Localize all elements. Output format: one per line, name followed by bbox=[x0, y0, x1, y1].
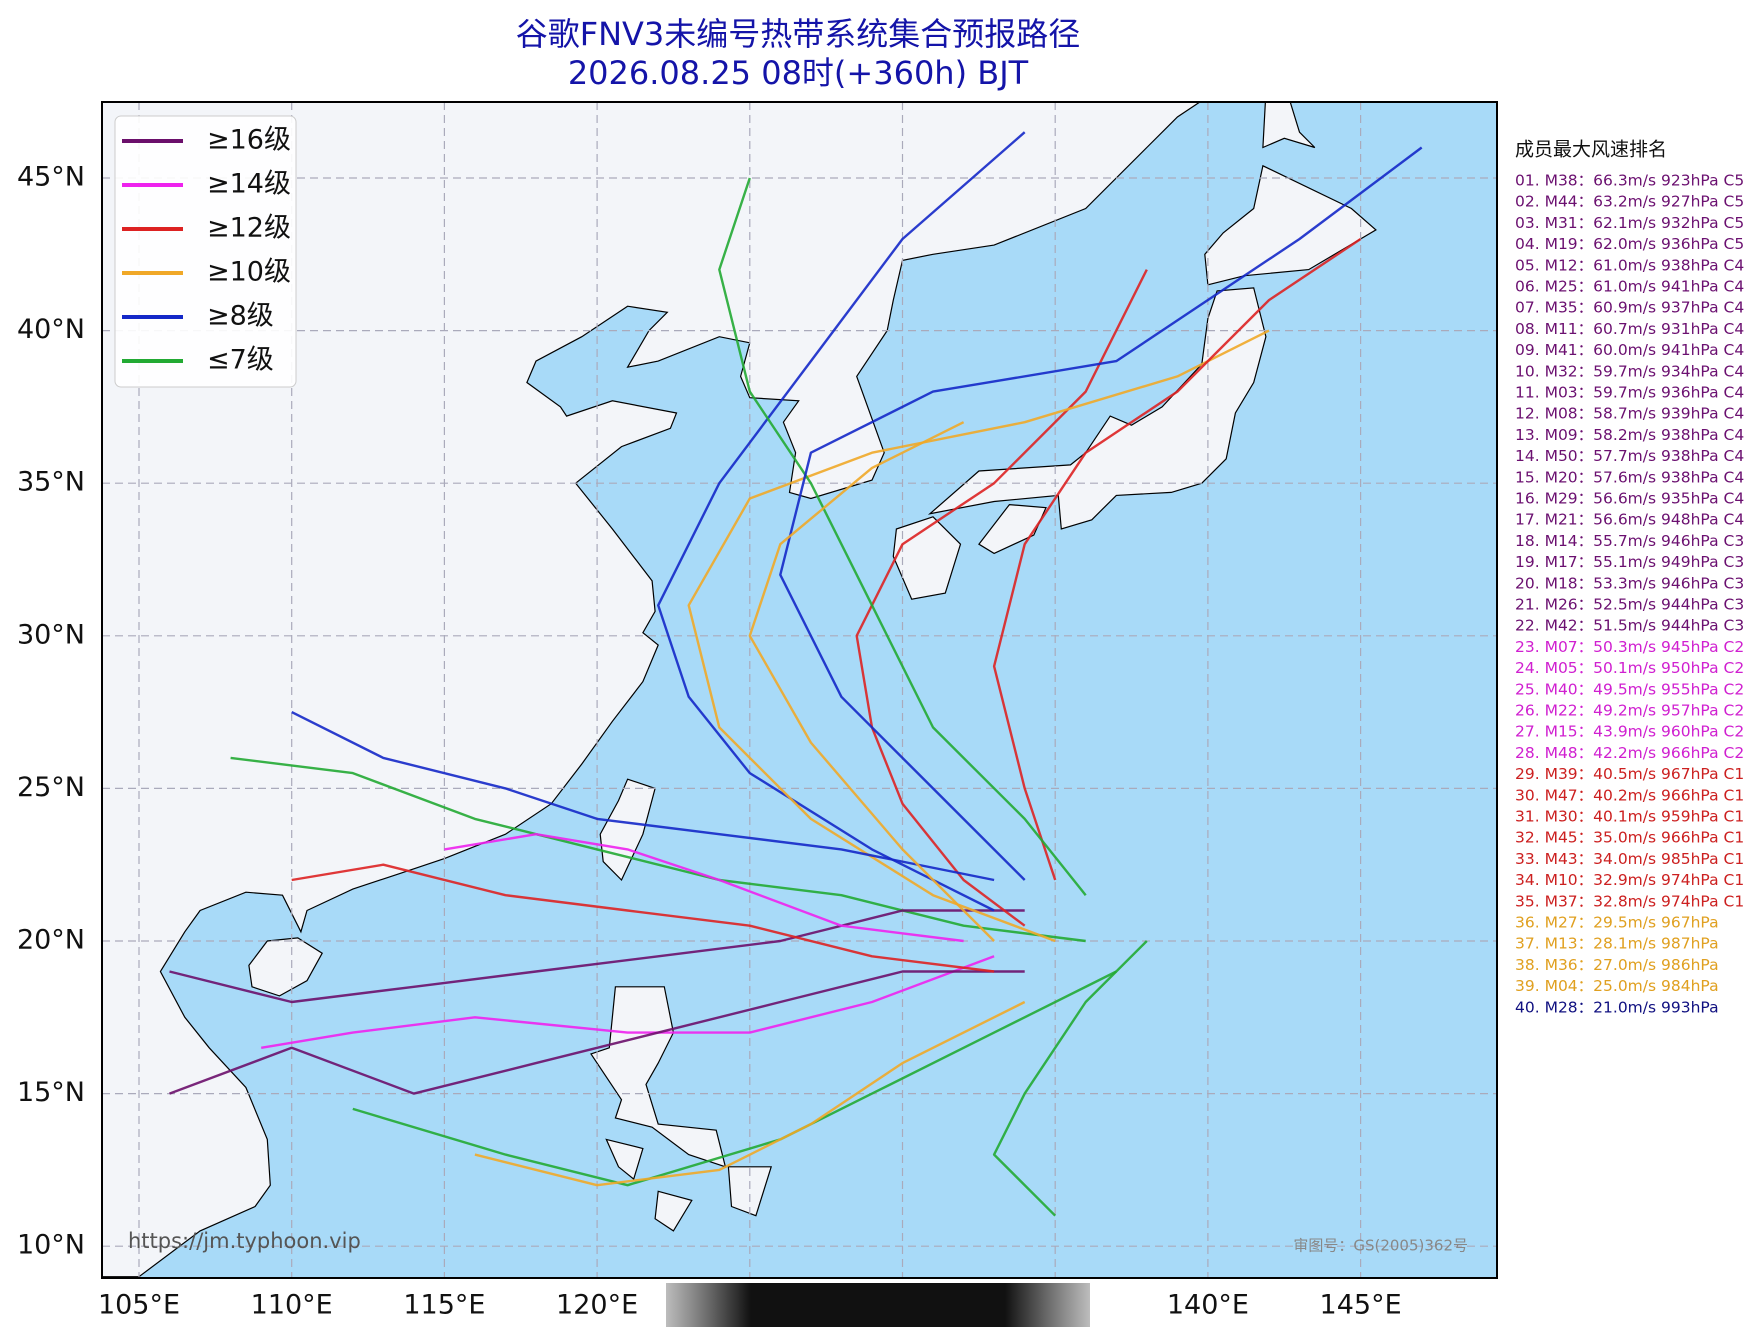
title: 谷歌FNV3未编号热带系统集合预报路径 bbox=[516, 15, 1081, 53]
legend-label: ≤7级 bbox=[207, 345, 274, 376]
track bbox=[779, 146, 1423, 881]
ranking-entry: 25. M40：49.5m/s 955hPa C2 bbox=[1515, 680, 1744, 698]
landmass bbox=[727, 1166, 773, 1217]
lon-label: 105°E bbox=[98, 1290, 180, 1321]
ranking-entry: 26. M22：49.2m/s 957hPa C2 bbox=[1515, 702, 1744, 720]
track bbox=[261, 955, 995, 1049]
ranking: 成员最大风速排名 01. M38：66.3m/s 923hPa C5 02. M4… bbox=[1515, 139, 1744, 1017]
ranking-entry: 09. M41：60.0m/s 941hPa C4 bbox=[1515, 341, 1744, 359]
track bbox=[992, 940, 1148, 1217]
landmass bbox=[1262, 102, 1316, 149]
ranking-entry: 10. M32：59.7m/s 934hPa C4 bbox=[1515, 362, 1744, 380]
lon-label: 145°E bbox=[1320, 1290, 1402, 1321]
ranking-entry: 23. M07：50.3m/s 945hPa C2 bbox=[1515, 638, 1744, 656]
lon-label: 120°E bbox=[556, 1290, 638, 1321]
map: https://jm.typhoon.vip 审图号：GS(2005)362号 bbox=[102, 102, 1497, 1278]
ranking-entry: 07. M35：60.9m/s 937hPa C4 bbox=[1515, 299, 1744, 317]
blurred-overlay bbox=[666, 1283, 1090, 1327]
track bbox=[718, 177, 1087, 896]
ranking-entry: 29. M39：40.5m/s 967hPa C1 bbox=[1515, 765, 1744, 783]
ranking-entry: 31. M30：40.1m/s 959hPa C1 bbox=[1515, 808, 1744, 826]
lat-label: 40°N bbox=[17, 314, 85, 345]
landmass bbox=[927, 287, 1267, 530]
ranking-entry: 02. M44：63.2m/s 927hPa C5 bbox=[1515, 193, 1744, 211]
ranking-entry: 24. M05：50.1m/s 950hPa C2 bbox=[1515, 659, 1744, 677]
ranking-entry: 32. M45：35.0m/s 966hPa C1 bbox=[1515, 829, 1744, 847]
map-frame bbox=[101, 101, 1498, 1279]
ranking-entry: 19. M17：55.1m/s 949hPa C3 bbox=[1515, 553, 1744, 571]
landmass bbox=[654, 1190, 693, 1232]
track bbox=[657, 131, 1026, 912]
ranking-entry: 17. M21：56.6m/s 948hPa C4 bbox=[1515, 511, 1744, 529]
ranking-entry: 14. M50：57.7m/s 938hPa C4 bbox=[1515, 447, 1744, 465]
track bbox=[444, 833, 964, 943]
track bbox=[992, 238, 1362, 881]
landmass bbox=[102, 102, 1201, 1278]
legend-label: ≥10级 bbox=[207, 257, 291, 288]
landmass bbox=[892, 516, 962, 600]
landmass bbox=[1204, 164, 1377, 286]
track bbox=[291, 711, 995, 882]
legend-label: ≥12级 bbox=[207, 213, 291, 244]
landmass bbox=[605, 1138, 644, 1181]
ranking-entry: 11. M03：59.7m/s 936hPa C4 bbox=[1515, 384, 1744, 402]
ranking-entry: 21. M26：52.5m/s 944hPa C3 bbox=[1515, 596, 1744, 614]
track bbox=[474, 1000, 1026, 1187]
ranking-entry: 18. M14：55.7m/s 946hPa C3 bbox=[1515, 532, 1744, 550]
ranking-entry: 22. M42：51.5m/s 944hPa C3 bbox=[1515, 617, 1744, 635]
ranking-entry: 40. M28：21.0m/s 993hPa bbox=[1515, 998, 1719, 1016]
track bbox=[687, 329, 1270, 943]
ranking-entry: 28. M48：42.2m/s 966hPa C2 bbox=[1515, 744, 1744, 762]
lat-label: 10°N bbox=[17, 1230, 85, 1261]
legend-label: ≥14级 bbox=[207, 169, 291, 200]
ranking-entry: 15. M20：57.6m/s 938hPa C4 bbox=[1515, 468, 1744, 486]
ranking-entry: 35. M37：32.8m/s 974hPa C1 bbox=[1515, 892, 1744, 910]
ranking-entry: 27. M15：43.9m/s 960hPa C2 bbox=[1515, 723, 1744, 741]
ranking-entry: 16. M29：56.6m/s 935hPa C4 bbox=[1515, 490, 1744, 508]
ranking-entry: 34. M10：32.9m/s 974hPa C1 bbox=[1515, 871, 1744, 889]
track bbox=[855, 269, 1148, 927]
lon-label: 115°E bbox=[403, 1290, 485, 1321]
legend-label: ≥8级 bbox=[207, 301, 274, 332]
lat-label: 15°N bbox=[17, 1077, 85, 1108]
ranking-entry: 01. M38：66.3m/s 923hPa C5 bbox=[1515, 172, 1744, 190]
lat-label: 35°N bbox=[17, 467, 85, 498]
track bbox=[291, 863, 995, 973]
lon-label: 140°E bbox=[1167, 1290, 1249, 1321]
lon-label: 110°E bbox=[251, 1290, 333, 1321]
tracks bbox=[169, 131, 1423, 1217]
land bbox=[102, 102, 1377, 1278]
ranking-entry: 08. M11：60.7m/s 931hPa C4 bbox=[1515, 320, 1744, 338]
ranking-entry: 04. M19：62.0m/s 936hPa C5 bbox=[1515, 235, 1744, 253]
track bbox=[169, 970, 1025, 1095]
ranking-entry: 12. M08：58.7m/s 939hPa C4 bbox=[1515, 405, 1744, 423]
watermark: https://jm.typhoon.vip bbox=[128, 1229, 361, 1253]
ranking-entry: 05. M12：61.0m/s 938hPa C4 bbox=[1515, 256, 1744, 274]
ranking-entry: 13. M09：58.2m/s 938hPa C4 bbox=[1515, 426, 1744, 444]
lat-label: 25°N bbox=[17, 772, 85, 803]
lat-label: 20°N bbox=[17, 925, 85, 956]
approval-number: 审图号：GS(2005)362号 bbox=[1293, 1237, 1468, 1255]
track bbox=[230, 756, 1086, 943]
ranking-entry: 06. M25：61.0m/s 941hPa C4 bbox=[1515, 278, 1744, 296]
ranking-title: 成员最大风速排名 bbox=[1515, 139, 1667, 161]
ranking-entry: 36. M27：29.5m/s 967hPa bbox=[1515, 914, 1719, 932]
ranking-entry: 39. M04：25.0m/s 984hPa bbox=[1515, 977, 1719, 995]
ranking-entry: 37. M13：28.1m/s 987hPa bbox=[1515, 935, 1719, 953]
subtitle: 2026.08.25 08时(+360h) BJT bbox=[568, 54, 1029, 92]
lat-label: 45°N bbox=[17, 162, 85, 193]
ranking-entry: 38. M36：27.0m/s 986hPa bbox=[1515, 956, 1719, 974]
ranking-entry: 03. M31：62.1m/s 932hPa C5 bbox=[1515, 214, 1744, 232]
lat-label: 30°N bbox=[17, 619, 85, 650]
ranking-entry: 33. M43：34.0m/s 985hPa C1 bbox=[1515, 850, 1744, 868]
legend-label: ≥16级 bbox=[207, 125, 291, 156]
track bbox=[169, 909, 1025, 1004]
legend: ≥16级 ≥14级 ≥12级 ≥10级 ≥8级 ≤7级 bbox=[114, 115, 297, 388]
axis-labels: 45°N 40°N 35°N 30°N 25°N 20°N 15°N 10°N 105°E 110… bbox=[17, 162, 1402, 1321]
ranking-entry: 20. M18：53.3m/s 946hPa C3 bbox=[1515, 574, 1744, 592]
ranking-entry: 30. M47：40.2m/s 966hPa C1 bbox=[1515, 786, 1744, 804]
track bbox=[748, 421, 995, 942]
